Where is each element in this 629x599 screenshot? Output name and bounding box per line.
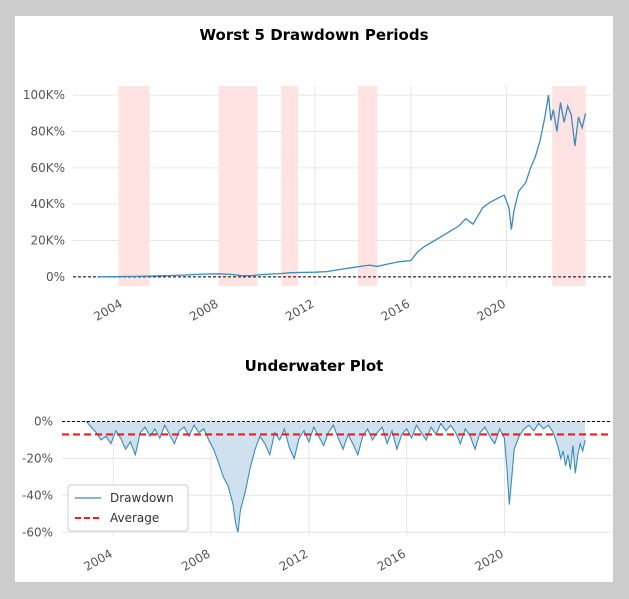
drawdown-area — [86, 421, 586, 533]
bottom-chart-y-tick-labels: 0% -20% -40% -60% — [22, 415, 53, 540]
bottom-chart-title: Underwater Plot — [245, 357, 384, 375]
bottom-x-tick-label: 2008 — [179, 546, 212, 573]
top-chart-shaded-periods — [118, 86, 586, 286]
top-y-tick-label: 100K% — [23, 88, 65, 102]
drawdown-period-5 — [552, 86, 586, 286]
top-y-tick-label: 80K% — [30, 124, 65, 138]
drawdown-period-1 — [118, 86, 150, 286]
drawdown-period-4 — [358, 86, 378, 286]
top-y-tick-label: 60K% — [30, 161, 65, 175]
figure-canvas: Worst 5 Drawdown Periods 0% 20K% 40K% 60K% 8… — [22, 26, 612, 574]
drawdown-period-3 — [281, 86, 299, 286]
top-y-tick-label: 40K% — [30, 197, 65, 211]
bottom-y-tick-label: 0% — [34, 415, 53, 429]
legend-box — [67, 484, 189, 532]
top-chart-series-line — [99, 94, 587, 278]
bottom-chart-x-tick-labels: 2004 2008 2012 2016 2020 — [81, 546, 506, 573]
top-x-tick-label: 2020 — [475, 296, 508, 323]
legend-drawdown-label: Drawdown — [110, 491, 174, 505]
legend-average-label: Average — [110, 511, 159, 525]
top-chart-title: Worst 5 Drawdown Periods — [200, 26, 429, 44]
bottom-y-tick-label: -20% — [22, 451, 53, 465]
drawdown-period-2 — [219, 86, 258, 286]
bottom-x-tick-label: 2020 — [472, 546, 505, 573]
top-y-tick-label: 20K% — [30, 234, 65, 248]
legend: Drawdown Average — [67, 484, 189, 532]
top-x-tick-label: 2004 — [91, 296, 124, 323]
top-chart-grid — [73, 86, 612, 286]
bottom-x-tick-label: 2004 — [81, 546, 114, 573]
bottom-x-tick-label: 2016 — [375, 546, 408, 573]
bottom-y-tick-label: -40% — [22, 488, 53, 502]
top-x-tick-label: 2008 — [187, 296, 220, 323]
top-chart-y-tick-labels: 0% 20K% 40K% 60K% 80K% 100K% — [23, 88, 65, 284]
figure: Worst 5 Drawdown Periods 0% 20K% 40K% 60K% 8… — [15, 16, 613, 582]
top-x-tick-label: 2012 — [283, 296, 316, 323]
top-chart-x-tick-labels: 2004 2008 2012 2016 2020 — [91, 296, 508, 323]
bottom-y-tick-label: -60% — [22, 525, 53, 539]
top-y-tick-label: 0% — [46, 270, 65, 284]
bottom-x-tick-label: 2012 — [277, 546, 310, 573]
top-x-tick-label: 2016 — [379, 296, 412, 323]
